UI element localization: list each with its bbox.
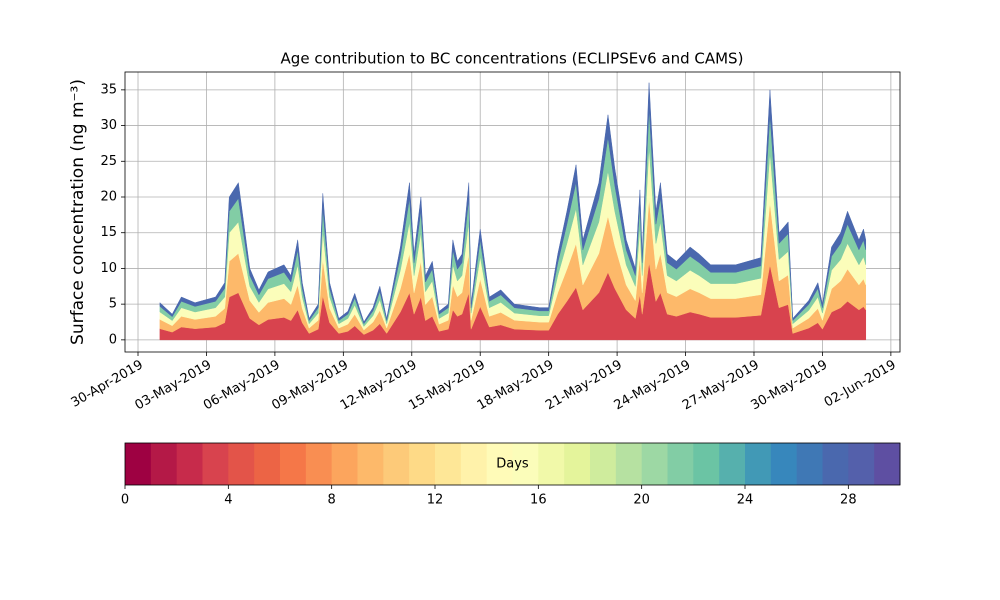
colorbar-swatch xyxy=(305,443,333,485)
x-tick-label: 03-May-2019 xyxy=(133,358,215,414)
colorbar-swatch xyxy=(693,443,720,485)
colorbar-swatch xyxy=(615,443,643,485)
x-tick-label: 27-May-2019 xyxy=(680,358,762,414)
x-tick-label: 02-Jun-2019 xyxy=(822,358,899,411)
colorbar-swatch xyxy=(125,443,152,485)
y-tick-label: 5 xyxy=(109,297,117,312)
colorbar-swatch xyxy=(822,443,849,485)
colorbar-swatch xyxy=(331,443,358,485)
colorbar-frame xyxy=(124,442,901,486)
colorbar-label: Days xyxy=(496,457,529,472)
plot-frame xyxy=(124,71,901,353)
y-tick-label: 15 xyxy=(100,225,117,240)
colorbar-tick-label: 0 xyxy=(121,493,129,508)
colorbar-swatch xyxy=(848,443,875,485)
colorbar-tick-label: 16 xyxy=(530,493,547,508)
x-tick-label: 18-May-2019 xyxy=(475,358,557,414)
colorbar-swatch xyxy=(564,443,591,485)
colorbar-swatch xyxy=(590,443,617,485)
colorbar-swatch xyxy=(770,443,798,485)
x-tick-label: 15-May-2019 xyxy=(406,358,488,414)
y-tick-label: 25 xyxy=(100,154,117,169)
colorbar-swatch xyxy=(486,443,513,485)
chart-title: Age contribution to BC concentrations (E… xyxy=(281,50,744,68)
colorbar-tick-label: 20 xyxy=(633,493,650,508)
colorbar-swatch xyxy=(280,443,307,485)
colorbar-swatch xyxy=(538,443,565,485)
colorbar-swatch xyxy=(254,443,281,485)
y-tick-label: 10 xyxy=(100,261,117,276)
x-tick-label: 24-May-2019 xyxy=(612,358,694,414)
y-tick-label: 30 xyxy=(100,118,117,133)
colorbar-tick-label: 4 xyxy=(224,493,232,508)
colorbar-swatch xyxy=(745,443,772,485)
x-tick-label: 09-May-2019 xyxy=(269,358,351,414)
colorbar-swatch xyxy=(667,443,694,485)
x-tick-label: 21-May-2019 xyxy=(543,358,625,414)
colorbar-swatch xyxy=(641,443,668,485)
x-tick-label: 06-May-2019 xyxy=(201,358,283,414)
colorbar-swatch xyxy=(460,443,488,485)
colorbar-tick-label: 12 xyxy=(427,493,444,508)
colorbar-swatch xyxy=(719,443,746,485)
y-tick-label: 0 xyxy=(109,332,117,347)
colorbar-tick-label: 28 xyxy=(840,493,857,508)
colorbar-tick-label: 24 xyxy=(737,493,754,508)
y-axis-label: Surface concentration (ng m⁻³) xyxy=(68,79,88,345)
y-tick-label: 35 xyxy=(100,82,117,97)
colorbar-swatch xyxy=(409,443,436,485)
colorbar-tick-label: 8 xyxy=(328,493,336,508)
colorbar-swatch xyxy=(874,443,901,485)
x-tick-label: 12-May-2019 xyxy=(338,358,420,414)
area-layer xyxy=(159,82,867,325)
colorbar-swatch xyxy=(150,443,178,485)
colorbar-swatch xyxy=(176,443,203,485)
x-tick-label: 30-May-2019 xyxy=(749,358,831,414)
colorbar-swatch xyxy=(796,443,823,485)
colorbar-swatch xyxy=(512,443,539,485)
colorbar-swatch xyxy=(435,443,462,485)
colorbar-swatch xyxy=(383,443,410,485)
colorbar-swatch xyxy=(357,443,384,485)
colorbar-swatch xyxy=(202,443,229,485)
y-tick-label: 20 xyxy=(100,190,117,205)
colorbar-swatch xyxy=(228,443,255,485)
